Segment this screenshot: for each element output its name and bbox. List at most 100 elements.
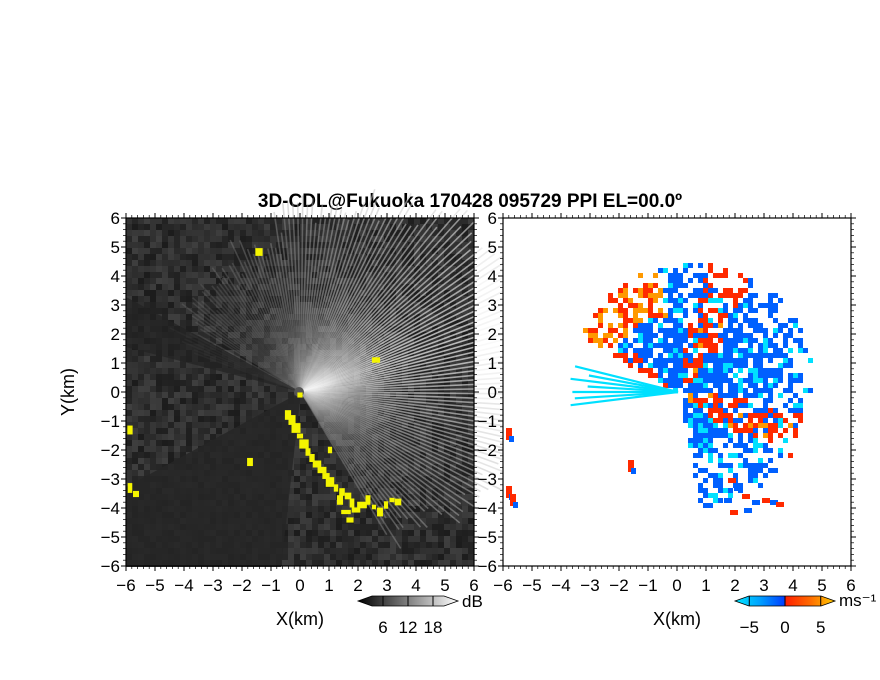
noise-cell <box>264 248 270 254</box>
velocity-cell <box>773 308 778 313</box>
velocity-cell <box>798 403 803 408</box>
velocity-cell <box>783 338 788 343</box>
noise-cell <box>438 254 444 260</box>
noise-cell <box>126 236 132 242</box>
velocity-cell <box>698 433 703 438</box>
noise-cell <box>144 272 150 278</box>
velocity-cell <box>668 293 673 298</box>
velocity-cell <box>713 353 718 358</box>
noise-cell <box>330 296 336 302</box>
noise-cell <box>276 314 282 320</box>
y-tick-label: −6 <box>478 557 497 576</box>
velocity-cell <box>618 333 623 338</box>
velocity-cell <box>648 288 653 293</box>
noise-cell <box>138 374 144 380</box>
noise-cell <box>414 386 420 392</box>
velocity-cell <box>678 293 683 298</box>
noise-cell <box>330 254 336 260</box>
noise-cell <box>342 548 348 554</box>
velocity-cell <box>703 503 708 508</box>
noise-cell <box>372 434 378 440</box>
noise-cell <box>456 290 462 296</box>
noise-cell <box>366 506 372 512</box>
noise-cell <box>222 302 228 308</box>
noise-cell <box>288 224 294 230</box>
velocity-cell <box>768 448 773 453</box>
velocity-cell <box>778 378 783 383</box>
noise-cell <box>210 374 216 380</box>
noise-cell <box>348 512 354 518</box>
velocity-cell <box>768 423 773 428</box>
noise-cell <box>468 302 474 308</box>
right-velocity-echoes <box>506 263 813 515</box>
noise-cell <box>300 494 306 500</box>
noise-cell <box>468 218 474 224</box>
noise-cell <box>168 380 174 386</box>
noise-cell <box>276 248 282 254</box>
noise-cell <box>216 290 222 296</box>
noise-cell <box>132 446 138 452</box>
velocity-cell <box>748 413 753 418</box>
echo-ray <box>300 198 378 393</box>
noise-cell <box>186 386 192 392</box>
noise-cell <box>246 344 252 350</box>
noise-cell <box>360 476 366 482</box>
noise-cell <box>354 224 360 230</box>
noise-cell <box>318 308 324 314</box>
noise-cell <box>240 272 246 278</box>
echo-ray <box>260 253 302 393</box>
velocity-cell <box>733 318 738 323</box>
noise-cell <box>288 560 294 566</box>
noise-cell <box>228 374 234 380</box>
velocity-cell <box>733 428 738 433</box>
shadow-wedge-west <box>126 297 301 392</box>
noise-cell <box>192 278 198 284</box>
noise-cell <box>456 500 462 506</box>
noise-cell <box>240 314 246 320</box>
velocity-cell <box>673 273 678 278</box>
noise-cell <box>210 308 216 314</box>
noise-cell <box>300 350 306 356</box>
noise-cell <box>294 230 300 236</box>
noise-cell <box>390 542 396 548</box>
noise-cell <box>180 314 186 320</box>
velocity-cell <box>683 298 688 303</box>
velocity-cell <box>733 483 738 488</box>
noise-cell <box>450 530 456 536</box>
noise-cell <box>354 422 360 428</box>
yellow-echo <box>339 488 345 496</box>
noise-cell <box>378 242 384 248</box>
noise-cell <box>324 488 330 494</box>
noise-cell <box>432 488 438 494</box>
noise-cell <box>336 524 342 530</box>
echo-ray <box>229 239 302 393</box>
noise-cell <box>192 416 198 422</box>
noise-cell <box>300 278 306 284</box>
velocity-cell <box>653 318 658 323</box>
velocity-cell <box>748 383 753 388</box>
noise-cell <box>390 488 396 494</box>
noise-cell <box>372 314 378 320</box>
noise-cell <box>168 386 174 392</box>
noise-cell <box>420 458 426 464</box>
velocity-cell <box>708 323 713 328</box>
noise-cell <box>228 338 234 344</box>
noise-cell <box>432 560 438 566</box>
noise-cell <box>168 224 174 230</box>
noise-cell <box>144 446 150 452</box>
velocity-cell <box>778 353 783 358</box>
noise-cell <box>264 362 270 368</box>
echo-ray <box>300 391 402 519</box>
noise-cell <box>132 452 138 458</box>
noise-cell <box>246 278 252 284</box>
noise-cell <box>228 248 234 254</box>
velocity-cell <box>723 463 728 468</box>
velocity-cell <box>738 348 743 353</box>
noise-cell <box>282 272 288 278</box>
noise-cell <box>348 554 354 560</box>
noise-cell <box>300 500 306 506</box>
noise-cell <box>366 278 372 284</box>
velocity-cell <box>633 338 638 343</box>
noise-cell <box>258 236 264 242</box>
noise-cell <box>336 308 342 314</box>
